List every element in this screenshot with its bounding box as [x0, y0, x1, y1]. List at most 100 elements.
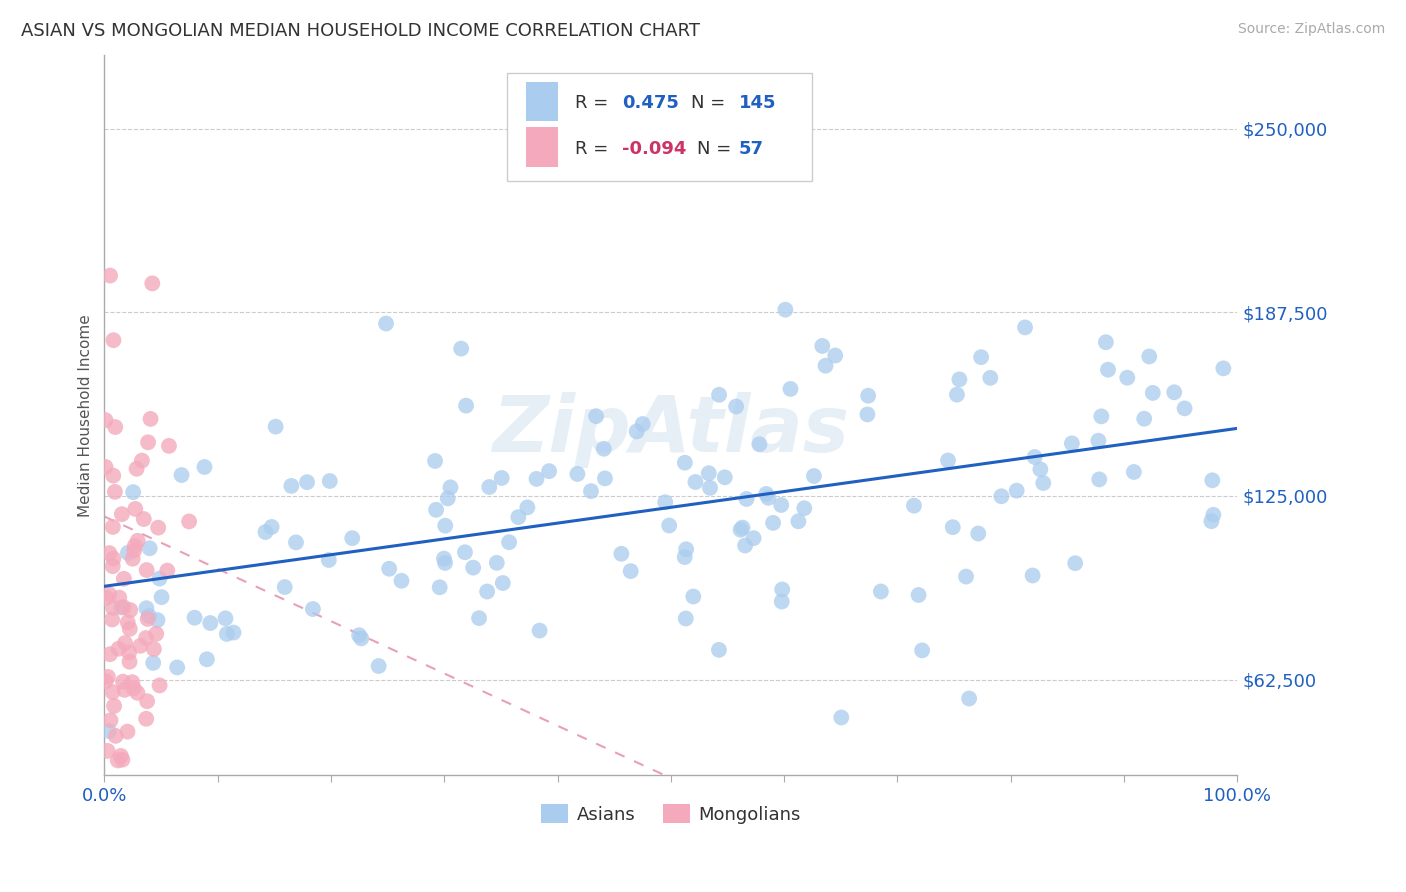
Point — [1087, 434, 1109, 448]
Point — [318, 553, 340, 567]
Point — [98, 268, 121, 283]
Point — [675, 542, 697, 557]
Point — [1174, 401, 1197, 416]
Point — [350, 632, 373, 646]
Point — [870, 584, 893, 599]
Point — [135, 563, 157, 577]
Point — [142, 656, 165, 670]
Point — [685, 475, 707, 489]
Point — [911, 643, 934, 657]
Point — [101, 601, 124, 615]
Point — [793, 501, 815, 516]
Point — [1142, 385, 1164, 400]
Point — [111, 507, 134, 521]
Point — [120, 603, 142, 617]
Point — [148, 572, 170, 586]
Point — [707, 643, 730, 657]
Point — [122, 681, 145, 696]
Point — [1163, 385, 1185, 400]
Point — [903, 499, 925, 513]
Text: -0.094: -0.094 — [623, 140, 686, 158]
Point — [955, 569, 977, 583]
Point — [375, 317, 398, 331]
Point — [626, 425, 648, 439]
Point — [347, 628, 370, 642]
Point — [770, 498, 793, 512]
Point — [946, 387, 969, 401]
Point — [111, 753, 134, 767]
Point — [803, 469, 825, 483]
Point — [856, 389, 879, 403]
Point — [742, 531, 765, 545]
Point — [631, 417, 654, 431]
Point — [942, 520, 965, 534]
Point — [830, 710, 852, 724]
Point — [1202, 508, 1225, 522]
Point — [127, 686, 149, 700]
Point — [485, 556, 508, 570]
Point — [214, 611, 236, 625]
Point — [735, 491, 758, 506]
Point — [755, 487, 778, 501]
Point — [762, 516, 785, 530]
Point — [200, 615, 222, 630]
Point — [967, 526, 990, 541]
Point — [104, 484, 127, 499]
Point — [111, 674, 134, 689]
Text: R =: R = — [575, 94, 613, 112]
Point — [122, 485, 145, 500]
Point — [121, 551, 143, 566]
Point — [1137, 350, 1160, 364]
Point — [135, 601, 157, 615]
Point — [135, 631, 157, 645]
Point — [145, 627, 167, 641]
Point — [779, 382, 801, 396]
Point — [367, 659, 389, 673]
Text: 0.475: 0.475 — [623, 94, 679, 112]
Legend: Asians, Mongolians: Asians, Mongolians — [533, 797, 808, 831]
Point — [118, 646, 141, 660]
Point — [97, 724, 120, 739]
Point — [274, 580, 297, 594]
Point — [730, 523, 752, 537]
Point — [114, 682, 136, 697]
Point — [433, 551, 456, 566]
Point — [468, 611, 491, 625]
Point — [295, 475, 318, 490]
Point — [1021, 568, 1043, 582]
Point — [280, 479, 302, 493]
Text: R =: R = — [575, 140, 613, 158]
Point — [990, 489, 1012, 503]
Point — [193, 460, 215, 475]
Point — [112, 572, 135, 586]
Point — [118, 655, 141, 669]
Point — [150, 590, 173, 604]
Point — [142, 642, 165, 657]
Point — [104, 420, 127, 434]
Point — [136, 694, 159, 708]
Point — [342, 531, 364, 545]
Point — [475, 584, 498, 599]
Point — [94, 413, 117, 427]
Point — [526, 472, 548, 486]
Point — [100, 714, 122, 728]
Point — [1095, 335, 1118, 350]
Point — [585, 409, 607, 424]
Point — [179, 515, 201, 529]
Point — [149, 678, 172, 692]
Point — [425, 503, 447, 517]
Point — [787, 514, 810, 528]
Point — [121, 675, 143, 690]
Point — [508, 510, 530, 524]
Point — [697, 467, 720, 481]
Point — [101, 559, 124, 574]
Point — [98, 647, 121, 661]
Point — [579, 484, 602, 499]
Point — [811, 339, 834, 353]
Point — [319, 474, 342, 488]
Bar — [526, 82, 558, 121]
Point — [434, 556, 457, 570]
Point — [222, 625, 245, 640]
Point — [141, 277, 163, 291]
Point — [498, 535, 520, 549]
